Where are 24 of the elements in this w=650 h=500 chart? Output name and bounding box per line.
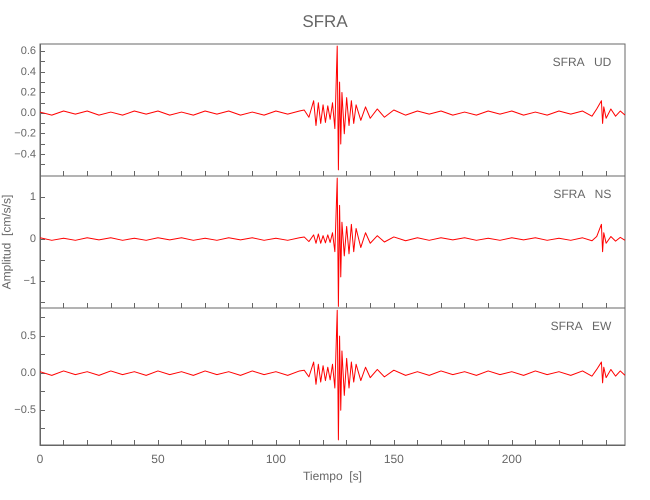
y-tick-label: 0.0 <box>20 107 36 120</box>
y-tick-label: −0.4 <box>14 148 36 160</box>
x-tick-label: 100 <box>266 452 286 466</box>
y-tick-label: 0.6 <box>20 45 36 58</box>
annotation: SFRA EW <box>550 319 612 333</box>
x-tick-label: 200 <box>502 452 522 466</box>
y-tick-label: 1 <box>30 191 36 204</box>
y-tick-label: 0.2 <box>20 86 36 98</box>
y-tick-label: −1 <box>23 275 36 288</box>
x-tick-label: 50 <box>151 452 165 466</box>
line-series <box>40 46 626 170</box>
x-axis-title: Tiempo [s] <box>303 468 362 483</box>
y-tick-label: −0.2 <box>14 128 36 140</box>
y-tick-label: 0.0 <box>20 367 36 380</box>
x-tick-label: 150 <box>384 452 404 466</box>
line-series <box>40 310 626 440</box>
y-tick-label: 0.4 <box>20 66 36 78</box>
y-tick-label: 0 <box>30 233 36 246</box>
y-tick-label: −0.5 <box>14 404 36 416</box>
y-tick-label: 0.5 <box>20 330 36 342</box>
chart-title: SFRA <box>302 12 348 31</box>
y-axis-title: Amplitud [cm/s/s] <box>0 194 14 290</box>
annotation: SFRA UD <box>552 55 612 69</box>
annotation: SFRA NS <box>553 187 612 201</box>
